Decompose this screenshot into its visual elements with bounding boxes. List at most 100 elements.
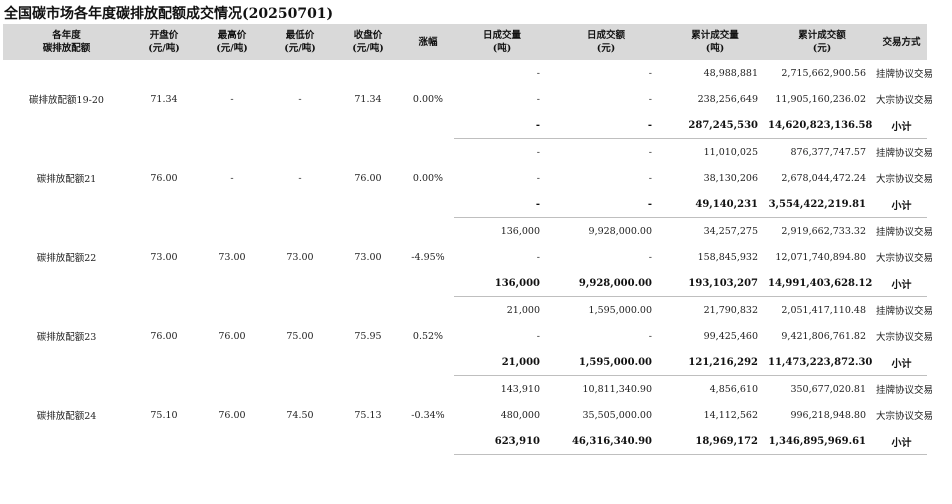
cell-open: 75.10 — [150, 409, 178, 421]
cell-cum-amount: 14,620,823,136.58 — [768, 112, 876, 139]
subtotal-row: - -49,140,231 3,554,422,219.81 小计 — [3, 191, 927, 218]
cell-open: 71.34 — [150, 93, 178, 105]
cell-close: 73.00 — [354, 251, 382, 263]
table-row: - - 99,425,460 9,421,806,761.82 大宗协议交易 — [3, 323, 933, 349]
cell-daily-volume: - — [536, 67, 540, 79]
cell-cum-volume: 193,103,207 — [662, 270, 768, 297]
cell-method: 挂牌协议交易 — [876, 385, 934, 396]
header-cum-volume: 累计成交量 (吨) — [662, 24, 768, 60]
cell-cum-amount: 11,473,223,872.30 — [768, 349, 876, 376]
carbon-trading-table: 各年度 碳排放配额 开盘价 (元/吨) 最高价 (元/吨) 最低价 (元/吨) 收盘价(… — [3, 24, 934, 455]
cell-cum-volume: 287,245,530 — [662, 112, 768, 139]
cell-daily-volume: - — [454, 191, 550, 218]
cell-cum-volume: 11,010,025 — [703, 146, 758, 158]
cell-cum-volume: 121,216,292 — [662, 349, 768, 376]
cell-method: 大宗协议交易 — [876, 253, 934, 264]
cell-cum-amount: 12,071,740,894.80 — [775, 251, 866, 263]
cell-low: 74.50 — [286, 409, 314, 421]
cell-low: 73.00 — [286, 251, 314, 263]
cell-high: - — [230, 172, 234, 184]
cell-cum-amount: 11,905,160,236.02 — [775, 93, 866, 105]
cell-product: 碳排放配额23 — [36, 332, 97, 343]
header-daily-volume: 日成交量 (吨) — [454, 24, 550, 60]
cell-daily-amount: - — [550, 191, 662, 218]
cell-close: 76.00 — [354, 172, 382, 184]
cell-daily-volume: - — [536, 172, 540, 184]
cell-cum-amount: 996,218,948.80 — [790, 409, 866, 421]
footnote-fragment — [24, 492, 54, 504]
cell-cum-amount: 14,991,403,628.12 — [768, 270, 876, 297]
table-row: 碳排放配额23 76.00 76.00 75.00 75.95 0.52% 21,000 1,… — [3, 297, 933, 344]
cell-product: 碳排放配额22 — [36, 253, 97, 264]
cell-daily-volume: - — [536, 251, 540, 263]
table-row: 480,000 35,505,000.00 14,112,562 996,218,94… — [3, 402, 933, 428]
cell-product: 碳排放配额24 — [36, 411, 97, 422]
cell-cum-volume: 99,425,460 — [703, 330, 758, 342]
cell-cum-volume: 158,845,932 — [697, 251, 758, 263]
cell-close: 71.34 — [354, 93, 382, 105]
cell-daily-amount: 1,595,000.00 — [550, 349, 662, 376]
table-row: - - 38,130,206 2,678,044,472.24 大宗协议交易 — [3, 165, 934, 191]
cell-daily-volume: - — [454, 112, 550, 139]
cell-method: 挂牌协议交易 — [876, 148, 934, 159]
subtotal-row: 623,910 46,316,340.90 18,969,172 1,346,895,… — [3, 428, 927, 455]
cell-daily-volume: 623,910 — [454, 428, 550, 455]
cell-open: 76.00 — [150, 330, 178, 342]
cell-cum-amount: 2,715,662,900.56 — [781, 67, 866, 79]
table-row: 碳排放配额24 75.10 76.00 74.50 75.13 -0.34% 143,910… — [3, 376, 934, 423]
header-cum-amount: 累计成交额 (元) — [768, 24, 876, 60]
cell-method: 小计 — [876, 270, 927, 297]
cell-cum-volume: 18,969,172 — [662, 428, 768, 455]
cell-change: 0.00% — [412, 172, 444, 184]
cell-low: - — [298, 93, 302, 105]
subtotal-row: 21,000 1,595,000.00 121,216,292 11,473,223,… — [3, 349, 927, 376]
subtotal-row: - -287,245,530 14,620,823,136.58 小计 — [3, 112, 927, 139]
cell-open: 73.00 — [150, 251, 178, 263]
table-body: 碳排放配额19-20 71.34- -71.34 0.00% - -48,988,881 2… — [3, 60, 934, 455]
header-product: 各年度 碳排放配额 — [3, 24, 130, 60]
cell-daily-amount: 9,928,000.00 — [550, 270, 662, 297]
cell-cum-amount: 350,677,020.81 — [790, 383, 866, 395]
cell-high: - — [230, 93, 234, 105]
cell-method: 小计 — [876, 428, 927, 455]
header-open: 开盘价 (元/吨) — [130, 24, 198, 60]
cell-daily-volume: 143,910 — [500, 383, 540, 395]
cell-daily-amount: 46,316,340.90 — [550, 428, 662, 455]
header-daily-amount: 日成交额 (元) — [550, 24, 662, 60]
cell-cum-volume: 21,790,832 — [703, 304, 758, 316]
cell-daily-amount: - — [648, 330, 652, 342]
cell-cum-amount: 9,421,806,761.82 — [781, 330, 866, 342]
cell-change: -4.95% — [411, 251, 445, 263]
cell-daily-amount: - — [648, 172, 652, 184]
cell-daily-volume: - — [536, 330, 540, 342]
header-method: 交易方式 — [876, 24, 927, 60]
cell-daily-amount: - — [648, 67, 652, 79]
cell-cum-amount: 1,346,895,969.61 — [768, 428, 876, 455]
cell-method: 小计 — [876, 191, 927, 218]
header-high: 最高价 (元/吨) — [198, 24, 266, 60]
cell-close: 75.95 — [354, 330, 382, 342]
header-low: 最低价 (元/吨) — [266, 24, 334, 60]
cell-cum-amount: 3,554,422,219.81 — [768, 191, 876, 218]
cell-close: 75.13 — [354, 409, 382, 421]
cell-daily-amount: - — [648, 93, 652, 105]
cell-daily-volume: - — [536, 146, 540, 158]
cell-cum-volume: 34,257,275 — [703, 225, 758, 237]
cell-product: 碳排放配额19-20 — [29, 95, 104, 107]
cell-cum-volume: 14,112,562 — [703, 409, 758, 421]
cell-cum-amount: 876,377,747.57 — [790, 146, 866, 158]
cell-high: 76.00 — [218, 409, 246, 421]
cell-daily-amount: - — [648, 146, 652, 158]
header-change: 涨幅 — [402, 24, 454, 60]
cell-daily-amount: 10,811,340.90 — [582, 383, 652, 395]
cell-method: 小计 — [876, 112, 927, 139]
cell-method: 大宗协议交易 — [876, 174, 934, 185]
cell-daily-volume: 136,000 — [454, 270, 550, 297]
cell-cum-volume: 48,988,881 — [703, 67, 758, 79]
cell-method: 大宗协议交易 — [876, 95, 934, 106]
cell-daily-amount: 9,928,000.00 — [588, 225, 652, 237]
cell-cum-amount: 2,919,662,733.32 — [781, 225, 866, 237]
cell-high: 76.00 — [218, 330, 246, 342]
table-row: 碳排放配额19-20 71.34 - - 71.34 0.00% - - 48,988,881 2… — [3, 60, 933, 107]
cell-method: 挂牌协议交易 — [876, 227, 934, 238]
